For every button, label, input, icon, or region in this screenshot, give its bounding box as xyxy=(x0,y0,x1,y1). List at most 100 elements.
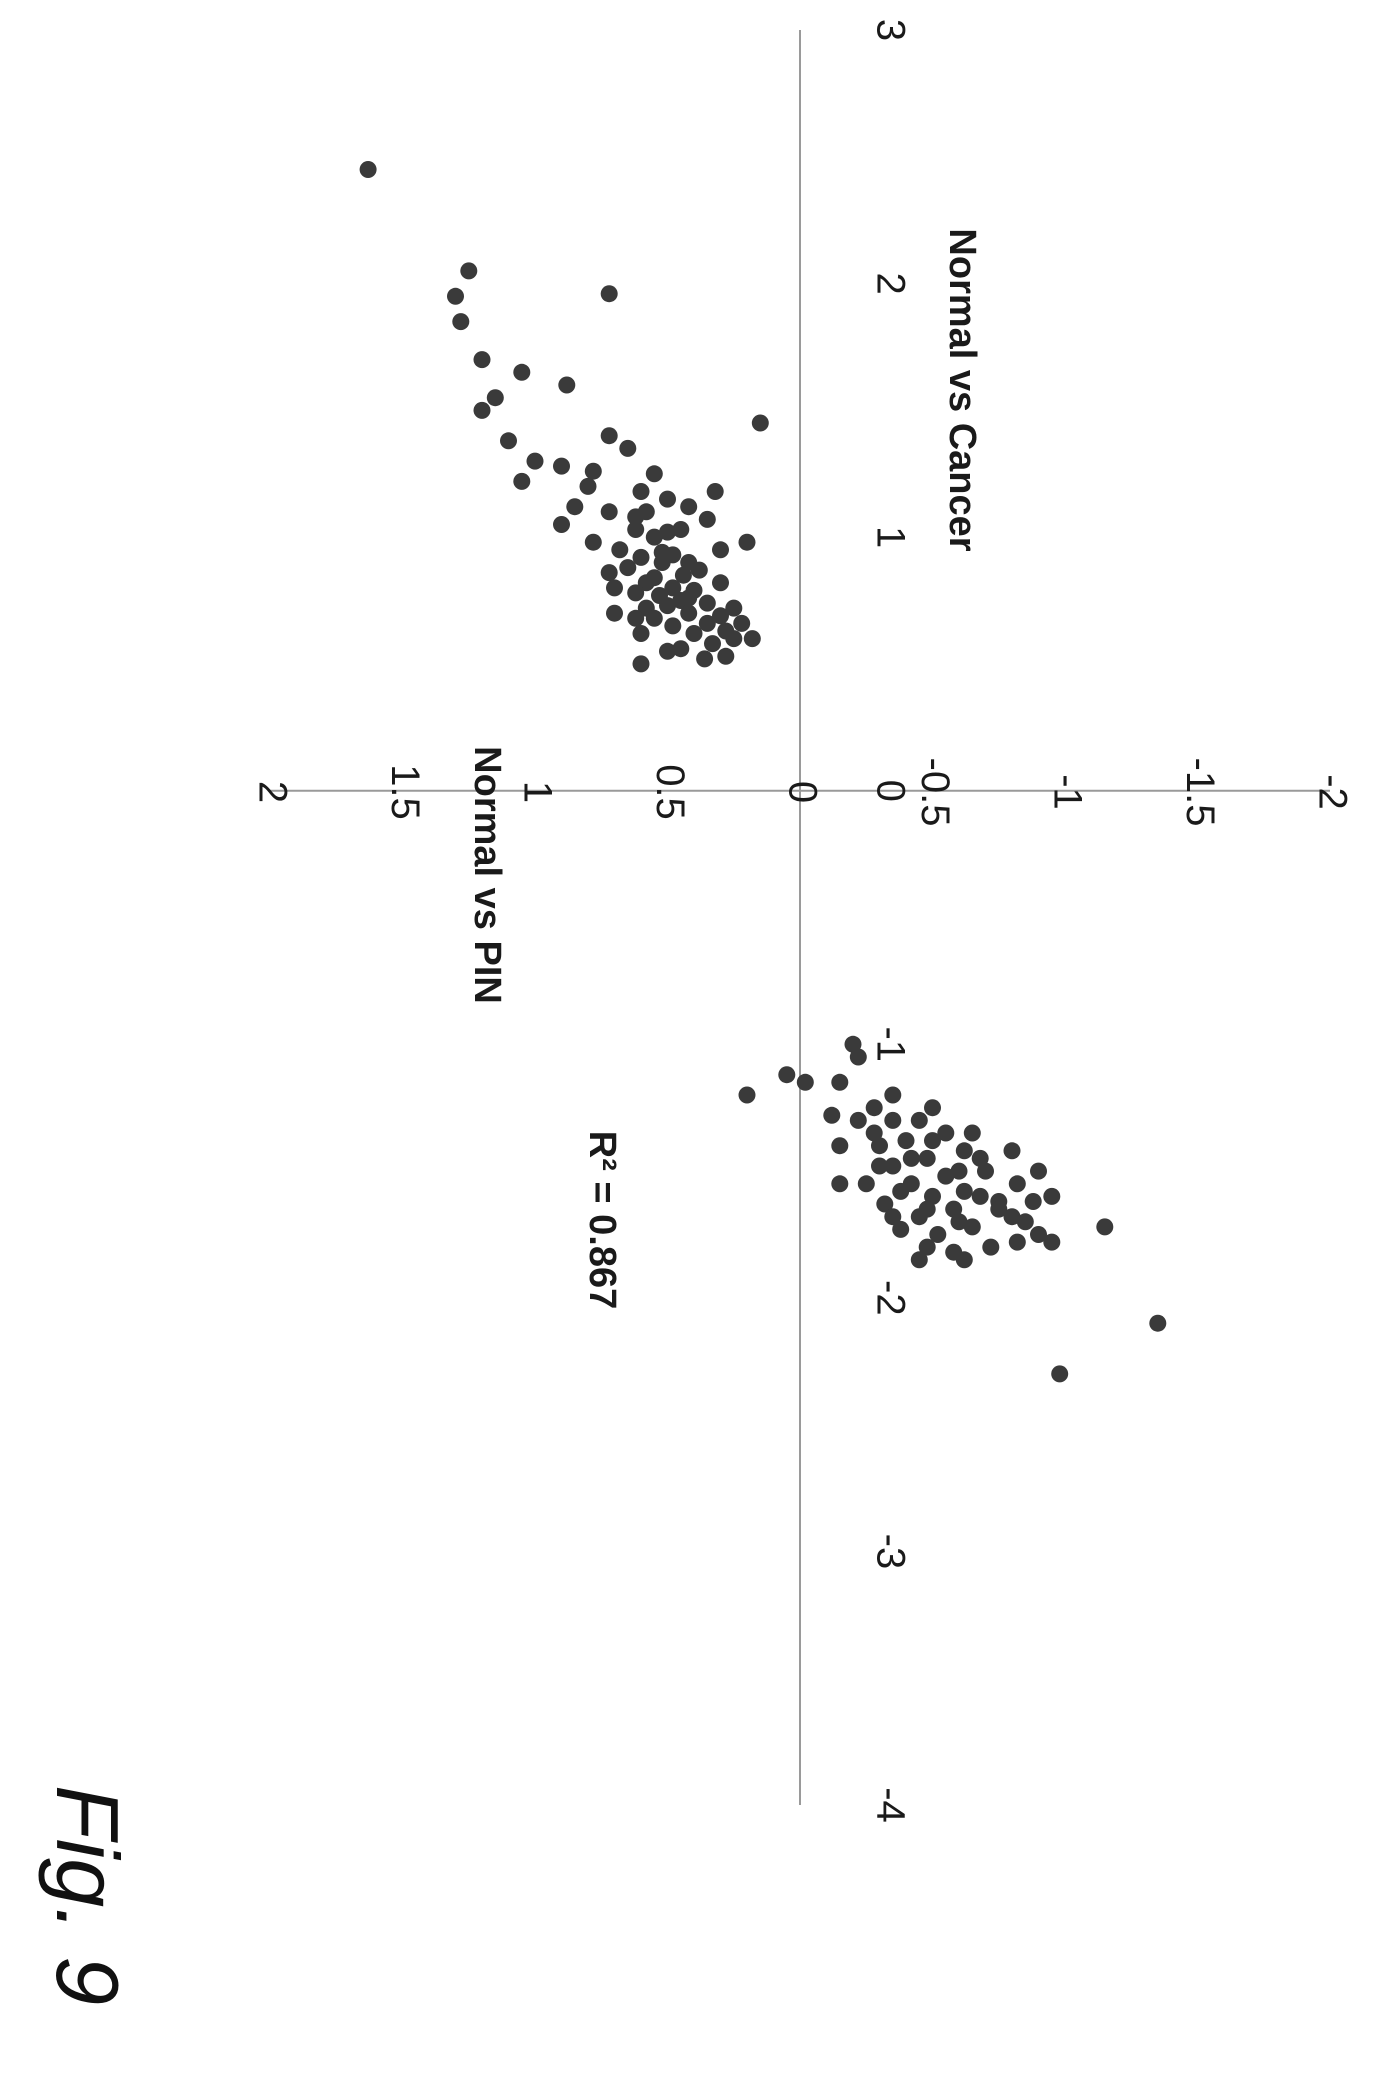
data-point xyxy=(955,1142,973,1160)
data-point xyxy=(725,599,743,617)
data-point xyxy=(950,1162,968,1180)
data-point xyxy=(738,1086,756,1104)
y-tick-label: -0.5 xyxy=(913,758,957,827)
data-point xyxy=(706,483,724,500)
data-point xyxy=(584,533,602,551)
data-point xyxy=(990,1200,1008,1218)
data-point xyxy=(664,617,682,635)
data-point xyxy=(632,548,650,566)
data-point xyxy=(653,543,671,561)
data-point xyxy=(910,1251,928,1269)
data-point xyxy=(924,1187,941,1205)
data-point xyxy=(897,1132,915,1150)
data-point xyxy=(918,1200,936,1218)
data-point xyxy=(844,1035,862,1053)
x-ticks: -4 -3 -2 -1 0 1 2 3 xyxy=(868,19,912,1823)
data-point xyxy=(945,1200,963,1218)
data-point xyxy=(447,287,464,305)
data-point xyxy=(619,559,637,577)
y-tick-label: 0.5 xyxy=(648,764,692,820)
data-point xyxy=(359,161,377,178)
data-point xyxy=(632,625,650,642)
data-point xyxy=(637,503,655,521)
r-squared-annotation: R² = 0.867 xyxy=(581,1131,623,1310)
data-point xyxy=(645,609,663,627)
data-point xyxy=(619,439,637,457)
data-point xyxy=(796,1073,814,1091)
data-point xyxy=(579,477,597,495)
data-point xyxy=(696,650,714,668)
data-point xyxy=(892,1220,910,1238)
data-point xyxy=(698,594,716,612)
data-point xyxy=(553,457,570,475)
data-point xyxy=(632,483,650,500)
data-point xyxy=(918,1149,936,1167)
data-point xyxy=(627,609,645,627)
axes xyxy=(270,30,1330,1805)
data-point xyxy=(1030,1226,1047,1243)
x-tick-label: 2 xyxy=(868,272,912,294)
y-tick-label: 1 xyxy=(515,781,559,803)
data-point xyxy=(1016,1213,1034,1231)
data-point xyxy=(513,472,531,490)
data-point xyxy=(704,635,721,653)
x-tick-label: -3 xyxy=(868,1534,912,1570)
data-point xyxy=(600,427,618,445)
data-point xyxy=(849,1111,867,1129)
data-point xyxy=(645,528,663,546)
data-point xyxy=(1043,1187,1061,1205)
data-point xyxy=(884,1208,902,1226)
x-axis-title: Normal vs Cancer xyxy=(941,228,983,551)
data-point xyxy=(865,1099,883,1117)
data-point xyxy=(672,521,690,538)
data-point xyxy=(664,579,682,597)
data-point xyxy=(680,589,698,607)
data-point xyxy=(659,490,676,508)
data-point xyxy=(743,630,761,648)
data-point xyxy=(473,401,491,419)
data-point xyxy=(857,1175,875,1193)
data-point xyxy=(558,376,576,394)
data-point xyxy=(971,1187,989,1205)
data-points xyxy=(359,161,1167,1383)
data-point xyxy=(1008,1233,1026,1251)
data-point xyxy=(955,1182,973,1200)
data-point xyxy=(1043,1233,1061,1251)
data-point xyxy=(526,452,544,470)
data-point xyxy=(486,389,504,407)
data-point xyxy=(566,498,584,516)
data-point xyxy=(680,498,698,516)
data-point xyxy=(632,655,650,673)
y-tick-label: -1 xyxy=(1045,774,1089,810)
data-point xyxy=(685,625,703,642)
data-point xyxy=(627,521,645,538)
data-point xyxy=(849,1048,867,1066)
data-point xyxy=(902,1149,920,1167)
data-point xyxy=(955,1251,973,1269)
y-tick-label: -1.5 xyxy=(1178,758,1222,827)
data-point xyxy=(892,1182,910,1200)
y-tick-label: 2 xyxy=(250,781,294,803)
data-point xyxy=(865,1124,883,1142)
data-point xyxy=(513,363,531,381)
data-point xyxy=(1149,1314,1167,1332)
data-point xyxy=(950,1213,968,1231)
data-point xyxy=(637,574,655,592)
y-axis-title: Normal vs PIN xyxy=(466,746,508,1004)
data-point xyxy=(712,574,729,592)
x-tick-label: -1 xyxy=(868,1026,912,1062)
x-tick-label: 1 xyxy=(868,526,912,548)
data-point xyxy=(871,1137,888,1155)
data-point xyxy=(1096,1218,1114,1236)
data-point xyxy=(460,262,478,280)
data-point xyxy=(831,1175,849,1193)
data-point xyxy=(600,285,618,303)
data-point xyxy=(627,584,645,602)
data-point xyxy=(823,1106,841,1124)
data-point xyxy=(611,541,629,559)
data-point xyxy=(698,510,716,528)
data-point xyxy=(910,1111,928,1129)
data-point xyxy=(778,1066,796,1084)
data-point xyxy=(884,1111,902,1129)
x-tick-label: 3 xyxy=(868,19,912,41)
